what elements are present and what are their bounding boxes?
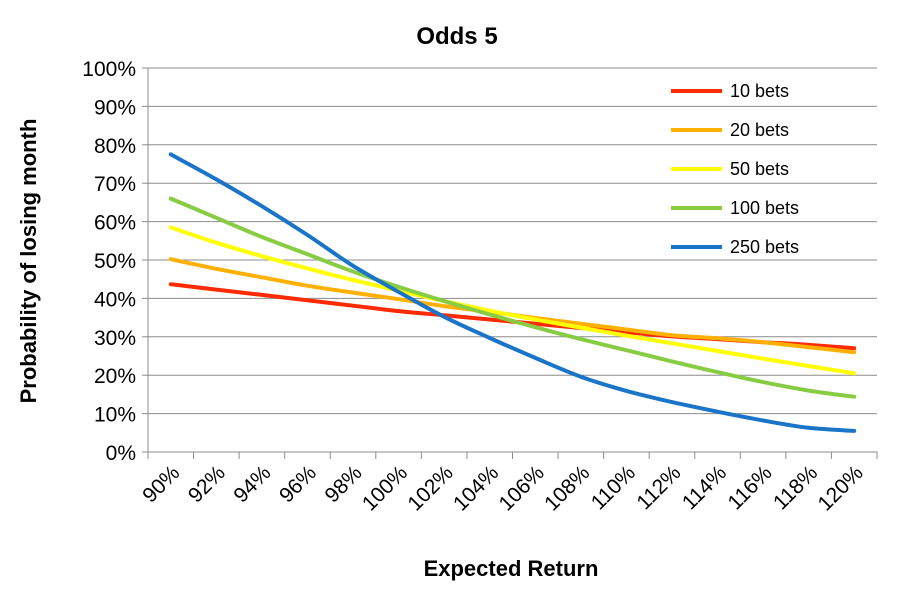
x-tick-label: 90% xyxy=(138,461,184,507)
series-line-20-bets xyxy=(168,257,857,355)
x-tick-label: 104% xyxy=(449,461,503,515)
y-tick-label: 80% xyxy=(94,135,136,158)
y-tick-label: 10% xyxy=(94,404,136,427)
x-tick-label: 100% xyxy=(358,461,412,515)
legend-label: 250 bets xyxy=(730,237,799,257)
series-lines xyxy=(168,152,857,433)
x-tick-label: 94% xyxy=(229,461,275,507)
x-tick-label: 112% xyxy=(632,461,685,514)
y-tick-label: 40% xyxy=(94,288,136,311)
series-line-50-bets xyxy=(168,225,857,376)
x-tick-label: 102% xyxy=(403,461,457,515)
x-axis-label: Expected Return xyxy=(424,556,599,581)
y-tick-labels: 0% 10% 20% 30% 40% 50% 60% 70% 80% 90% 100% xyxy=(82,58,136,465)
x-tick-label: 120% xyxy=(814,461,868,515)
legend: 10 bets 20 bets 50 bets 100 bets 250 bets xyxy=(671,81,799,257)
x-tick-label: 92% xyxy=(184,461,230,507)
x-tick-label: 108% xyxy=(540,461,594,515)
axes xyxy=(142,67,878,459)
x-tick-labels: 90% 92% 94% 96% 98%100%102%104%106%108%110%1… xyxy=(138,461,867,515)
y-tick-label: 90% xyxy=(94,96,136,119)
x-tick-label: 118% xyxy=(769,461,822,514)
grid-lines xyxy=(148,67,877,415)
legend-label: 50 bets xyxy=(730,159,789,179)
x-tick-label: 106% xyxy=(495,461,549,515)
y-tick-label: 70% xyxy=(94,173,136,196)
legend-label: 20 bets xyxy=(730,120,789,140)
x-tick-label: 116% xyxy=(723,461,776,514)
x-tick-label: 110% xyxy=(587,461,640,514)
series-line-100-bets xyxy=(168,196,857,399)
x-tick-label: 96% xyxy=(275,461,321,507)
chart-title: Odds 5 xyxy=(416,23,497,50)
y-tick-label: 60% xyxy=(94,212,136,235)
y-axis-label: Probability of losing month xyxy=(16,119,41,404)
x-tick-label: 114% xyxy=(678,461,731,514)
y-tick-label: 50% xyxy=(94,250,136,273)
y-tick-label: 30% xyxy=(94,327,136,350)
y-tick-label: 0% xyxy=(106,442,136,465)
legend-label: 100 bets xyxy=(730,198,799,218)
legend-label: 10 bets xyxy=(730,81,789,101)
y-tick-label: 100% xyxy=(82,58,136,81)
series-line-250-bets xyxy=(168,152,857,433)
y-tick-label: 20% xyxy=(94,365,136,388)
